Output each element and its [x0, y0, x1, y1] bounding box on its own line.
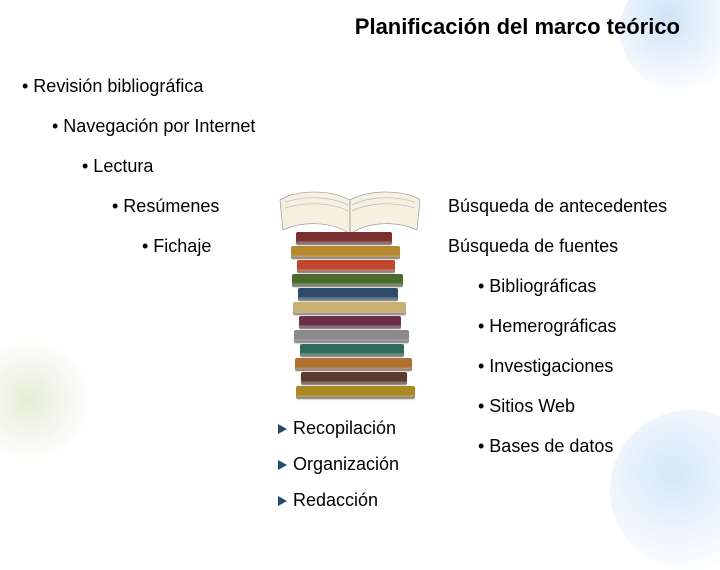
- book-spine: [296, 232, 392, 245]
- list-item: • Fichaje: [142, 236, 211, 257]
- list-item: • Revisión bibliográfica: [22, 76, 203, 97]
- list-item: Búsqueda de antecedentes: [448, 196, 667, 217]
- book-spine: [297, 260, 395, 273]
- book-spine: [298, 288, 398, 301]
- book-spine: [291, 246, 400, 259]
- list-item: • Bibliográficas: [478, 276, 596, 297]
- arrow-item-label: Recopilación: [293, 418, 396, 439]
- book-spine: [296, 386, 415, 399]
- list-item: • Lectura: [82, 156, 153, 177]
- arrow-icon: [278, 460, 287, 470]
- book-spine: [295, 358, 412, 371]
- open-book-icon: [275, 190, 425, 238]
- decorative-circle: [0, 340, 90, 460]
- arrow-icon: [278, 424, 287, 434]
- list-item: • Investigaciones: [478, 356, 613, 377]
- book-spine: [301, 372, 407, 385]
- book-spine: [292, 274, 403, 287]
- arrow-list-item: Redacción: [278, 490, 378, 511]
- book-stack-illustration: [270, 190, 430, 400]
- list-item: • Sitios Web: [478, 396, 575, 417]
- book-spine: [293, 302, 406, 315]
- page-title: Planificación del marco teórico: [355, 14, 680, 40]
- list-item: • Resúmenes: [112, 196, 219, 217]
- list-item: • Hemerográficas: [478, 316, 616, 337]
- decorative-circle: [610, 410, 720, 570]
- list-item: Búsqueda de fuentes: [448, 236, 618, 257]
- list-item: • Navegación por Internet: [52, 116, 255, 137]
- arrow-list-item: Recopilación: [278, 418, 396, 439]
- arrow-item-label: Organización: [293, 454, 399, 475]
- list-item: • Bases de datos: [478, 436, 613, 457]
- book-spine: [294, 330, 409, 343]
- book-spine: [300, 344, 404, 357]
- arrow-list-item: Organización: [278, 454, 399, 475]
- book-spine: [299, 316, 401, 329]
- arrow-item-label: Redacción: [293, 490, 378, 511]
- arrow-icon: [278, 496, 287, 506]
